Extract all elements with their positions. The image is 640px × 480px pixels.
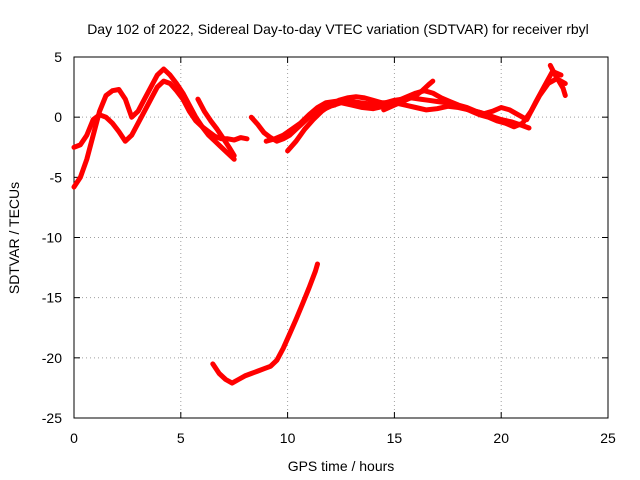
grid — [74, 57, 608, 418]
axis-ticks: 0 5 10 15 20 25 5 0 -5 -10 -15 -20 -25 — [42, 49, 616, 446]
y-tick-label: -15 — [42, 290, 62, 306]
chart-title: Day 102 of 2022, Sidereal Day-to-day VTE… — [87, 21, 589, 37]
series-arc-9 — [317, 100, 532, 131]
series-arc-3 — [195, 96, 237, 159]
data-series — [71, 62, 568, 386]
x-tick-label: 25 — [600, 430, 616, 446]
series-arc-1 — [71, 66, 237, 190]
y-tick-label: 0 — [54, 109, 62, 125]
y-tick-label: -20 — [42, 350, 62, 366]
y-axis-label: SDTVAR / TECUs — [6, 182, 22, 294]
x-tick-label: 15 — [387, 430, 403, 446]
x-tick-label: 20 — [493, 430, 509, 446]
x-axis-label: GPS time / hours — [288, 458, 395, 474]
y-tick-label: -25 — [42, 410, 62, 426]
series-arc-2 — [71, 78, 250, 150]
y-tick-label: -5 — [50, 169, 63, 185]
y-tick-label: 5 — [54, 49, 62, 65]
x-tick-label: 10 — [280, 430, 296, 446]
series-arc-6 — [263, 76, 568, 144]
x-tick-label: 5 — [177, 430, 185, 446]
y-tick-label: -10 — [42, 230, 62, 246]
x-tick-label: 0 — [70, 430, 78, 446]
series-arc-10 — [547, 62, 568, 98]
series-arc-4 — [210, 261, 320, 386]
